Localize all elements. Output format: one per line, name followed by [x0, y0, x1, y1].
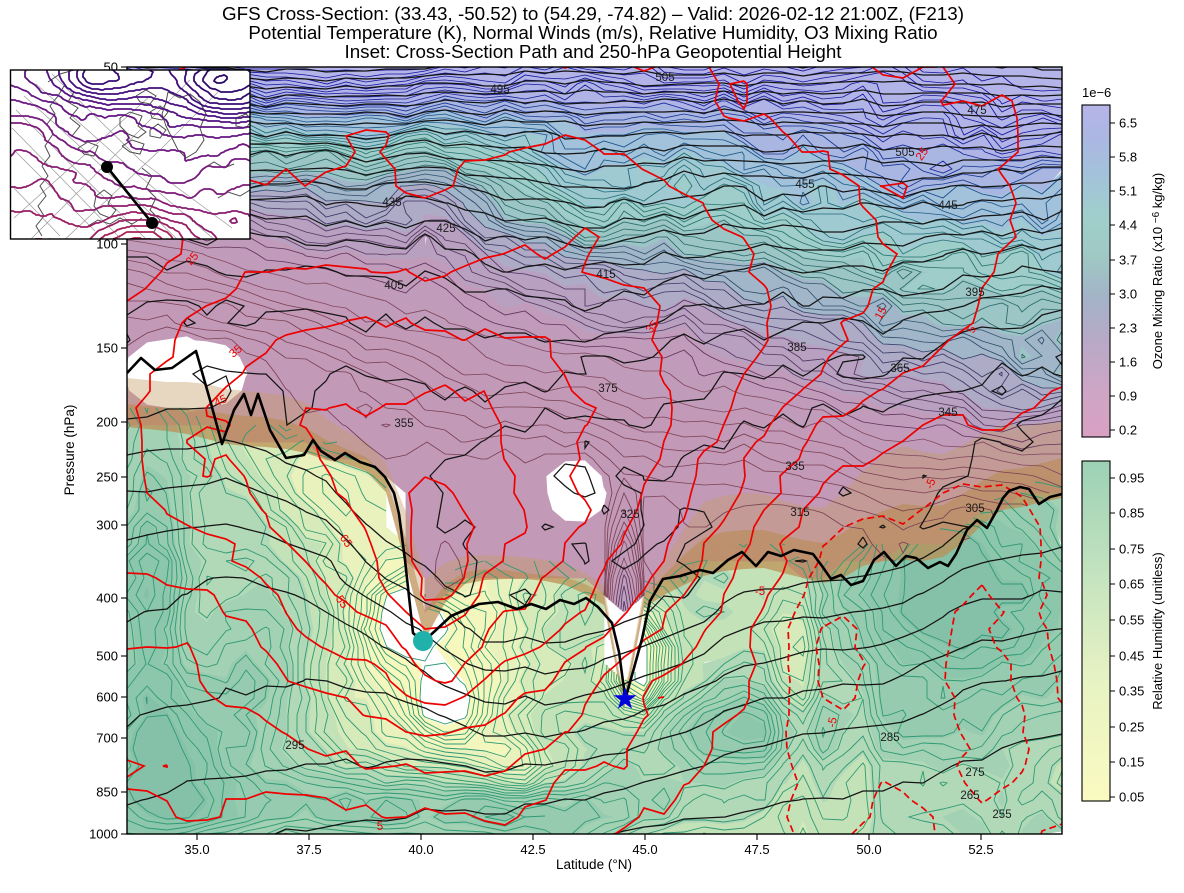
svg-text:405: 405 — [384, 280, 403, 292]
svg-text:0.05: 0.05 — [1119, 790, 1144, 805]
svg-text:6.5: 6.5 — [1119, 116, 1137, 131]
svg-text:0.35: 0.35 — [1119, 684, 1144, 699]
svg-text:GFS Cross-Section: (33.43, -50: GFS Cross-Section: (33.43, -50.52) to (5… — [222, 3, 964, 24]
svg-text:300: 300 — [96, 518, 118, 533]
svg-text:275: 275 — [965, 767, 984, 779]
svg-text:3.7: 3.7 — [1119, 253, 1137, 268]
svg-text:Latitude (°N): Latitude (°N) — [556, 857, 632, 872]
svg-text:Relative Humidity (unitless): Relative Humidity (unitless) — [1150, 552, 1165, 710]
svg-text:500: 500 — [96, 649, 118, 664]
svg-text:505: 505 — [655, 72, 674, 84]
svg-text:200: 200 — [96, 415, 118, 430]
svg-text:285: 285 — [880, 732, 899, 744]
svg-text:Potential Temperature (K), Nor: Potential Temperature (K), Normal Winds … — [248, 22, 937, 43]
svg-text:295: 295 — [285, 740, 304, 752]
svg-text:505: 505 — [895, 147, 914, 159]
svg-text:45.0: 45.0 — [632, 842, 657, 857]
svg-text:0.75: 0.75 — [1119, 542, 1144, 557]
svg-text:52.5: 52.5 — [968, 842, 993, 857]
svg-text:150: 150 — [96, 341, 118, 356]
svg-text:1000: 1000 — [89, 827, 118, 842]
svg-text:0.25: 0.25 — [1119, 720, 1144, 735]
svg-text:265: 265 — [960, 790, 979, 802]
svg-text:Ozone Mixing Ratio (x10 −6 kg/: Ozone Mixing Ratio (x10 −6 kg/kg) — [1150, 173, 1165, 369]
svg-text:50.0: 50.0 — [856, 842, 881, 857]
svg-text:335: 335 — [785, 461, 804, 473]
svg-text:5: 5 — [377, 821, 383, 833]
svg-text:1.6: 1.6 — [1119, 355, 1137, 370]
svg-text:2.3: 2.3 — [1119, 321, 1137, 336]
svg-text:0.95: 0.95 — [1119, 471, 1144, 486]
svg-text:47.5: 47.5 — [744, 842, 769, 857]
svg-text:40.0: 40.0 — [408, 842, 433, 857]
svg-text:3.0: 3.0 — [1119, 287, 1137, 302]
svg-text:425: 425 — [436, 223, 455, 235]
svg-text:37.5: 37.5 — [296, 842, 321, 857]
svg-text:355: 355 — [394, 418, 413, 430]
svg-text:255: 255 — [992, 809, 1011, 821]
svg-text:495: 495 — [490, 84, 509, 96]
svg-text:0.55: 0.55 — [1119, 613, 1144, 628]
svg-text:-5: -5 — [924, 477, 939, 491]
svg-text:325: 325 — [620, 509, 639, 521]
svg-text:365: 365 — [890, 363, 909, 375]
svg-text:375: 375 — [598, 383, 617, 395]
svg-text:435: 435 — [382, 197, 401, 209]
svg-text:-5: -5 — [755, 586, 765, 598]
svg-text:0.9: 0.9 — [1119, 389, 1137, 404]
svg-text:4.4: 4.4 — [1119, 218, 1137, 233]
svg-text:0.45: 0.45 — [1119, 649, 1144, 664]
svg-text:5.8: 5.8 — [1119, 150, 1137, 165]
svg-text:315: 315 — [790, 507, 809, 519]
svg-text:395: 395 — [965, 287, 984, 299]
svg-text:5.1: 5.1 — [1119, 184, 1137, 199]
svg-text:850: 850 — [96, 785, 118, 800]
svg-text:35.0: 35.0 — [184, 842, 209, 857]
svg-text:42.5: 42.5 — [520, 842, 545, 857]
svg-text:0.85: 0.85 — [1119, 506, 1144, 521]
svg-text:45: 45 — [212, 393, 229, 409]
svg-text:100: 100 — [96, 237, 118, 252]
svg-text:Inset: Cross-Section Path and: Inset: Cross-Section Path and 250-hPa Ge… — [345, 41, 843, 62]
svg-text:15: 15 — [873, 305, 890, 322]
svg-text:-5: -5 — [826, 716, 840, 728]
svg-text:Pressure (hPa): Pressure (hPa) — [62, 405, 77, 496]
svg-text:305: 305 — [965, 503, 984, 515]
svg-text:1e−6: 1e−6 — [1082, 85, 1111, 100]
svg-text:700: 700 — [96, 731, 118, 746]
svg-text:415: 415 — [596, 269, 615, 281]
svg-text:600: 600 — [96, 690, 118, 705]
svg-text:385: 385 — [787, 342, 806, 354]
svg-text:400: 400 — [96, 591, 118, 606]
svg-text:0.65: 0.65 — [1119, 577, 1144, 592]
svg-text:0.2: 0.2 — [1119, 423, 1137, 438]
svg-text:345: 345 — [938, 407, 957, 419]
svg-text:0.15: 0.15 — [1119, 755, 1144, 770]
svg-text:5: 5 — [965, 324, 979, 335]
svg-text:445: 445 — [938, 200, 957, 212]
svg-text:250: 250 — [96, 470, 118, 485]
svg-text:455: 455 — [795, 179, 814, 191]
svg-text:475: 475 — [967, 105, 986, 117]
